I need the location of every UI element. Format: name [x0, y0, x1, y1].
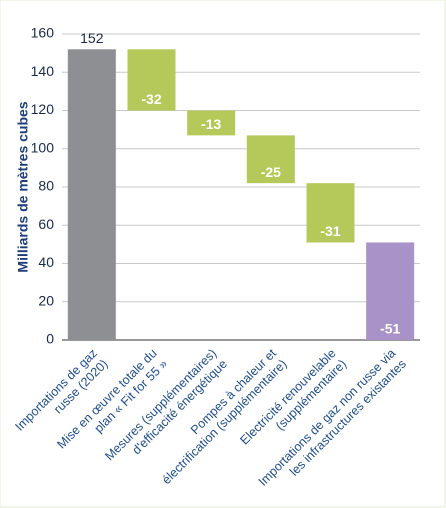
y-tick-label: 100 [31, 139, 55, 155]
value-label: -25 [261, 164, 281, 180]
value-label: -32 [141, 91, 161, 107]
value-label: 152 [80, 30, 104, 46]
y-tick-label: 140 [31, 63, 55, 79]
value-label: -51 [380, 321, 400, 337]
bar [366, 242, 415, 340]
y-tick-label: 80 [38, 178, 54, 194]
value-label: -31 [320, 223, 340, 239]
y-tick-label: 160 [31, 25, 55, 41]
bar [306, 183, 355, 243]
y-axis-title: Milliards de mètres cubes [15, 101, 31, 272]
bar [67, 49, 116, 341]
bar [187, 110, 236, 136]
value-label: -13 [201, 116, 221, 132]
y-tick-label: 0 [46, 331, 54, 347]
bar [127, 49, 176, 111]
y-tick-label: 20 [38, 292, 54, 308]
y-tick-label: 120 [31, 101, 55, 117]
bar [246, 135, 295, 184]
y-tick-label: 60 [38, 216, 54, 232]
y-tick-label: 40 [38, 254, 54, 270]
